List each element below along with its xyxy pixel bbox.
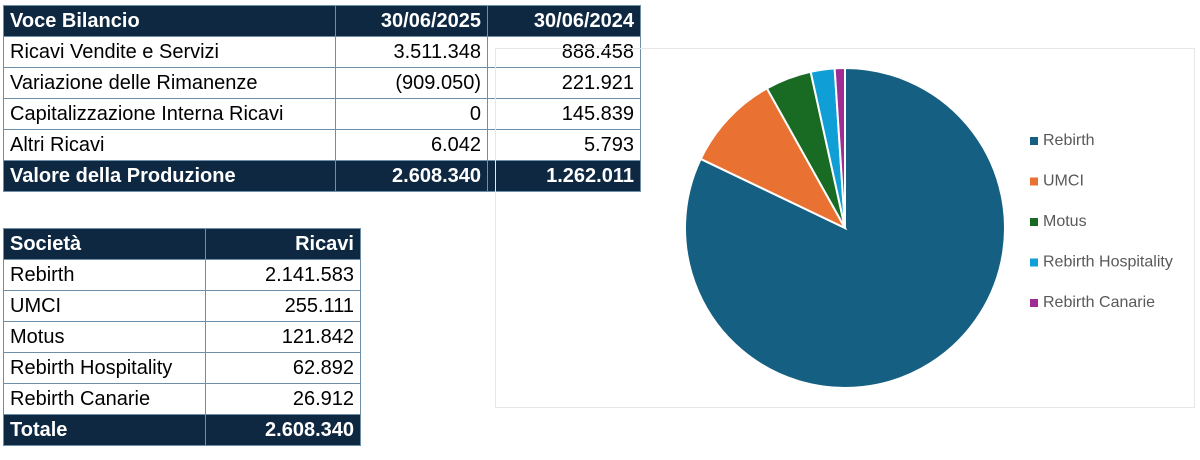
legend-swatch — [1030, 218, 1038, 226]
revenue-table: Società Ricavi Rebirth 2.141.583 UMCI 255.111… — [3, 228, 361, 446]
total-row: Totale 2.608.340 — [3, 414, 361, 446]
pie-slice — [699, 86, 848, 231]
legend-label: Rebirth Canarie — [1043, 294, 1155, 311]
cell: 1.262.011 — [487, 160, 641, 192]
total-row: Valore della Produzione 2.608.340 1.262.01… — [3, 160, 641, 192]
legend-label: Motus — [1043, 213, 1087, 230]
cell: Rebirth Hospitality — [3, 352, 206, 384]
cell: Altri Ricavi — [3, 129, 336, 161]
cell: Capitalizzazione Interna Ricavi — [3, 98, 336, 130]
cell: 888.458 — [487, 36, 641, 68]
cell: 2.608.340 — [205, 414, 361, 446]
legend-swatch — [1030, 258, 1038, 267]
legend-swatch — [1030, 177, 1038, 186]
data-row: Motus 121.842 — [3, 321, 361, 353]
legend-swatch — [1030, 299, 1038, 307]
data-row: Variazione delle Rimanenze (909.050) 221.9… — [3, 67, 641, 99]
cell: Totale — [3, 414, 206, 446]
cell: 2.141.583 — [205, 259, 361, 291]
cell: (909.050) — [335, 67, 488, 99]
legend-label: Rebirth — [1043, 132, 1095, 149]
header-row: Società Ricavi — [3, 228, 361, 260]
header-row: Voce Bilancio 30/06/2025 30/06/2024 — [3, 5, 641, 37]
cell: Ricavi — [205, 228, 361, 260]
cell: Motus — [3, 321, 206, 353]
cell: 221.921 — [487, 67, 641, 99]
cell: 3.511.348 — [335, 36, 488, 68]
cell: Ricavi Vendite e Servizi — [3, 36, 336, 68]
data-row: Altri Ricavi 6.042 5.793 — [3, 129, 641, 161]
cell: Società — [3, 228, 206, 260]
cell: 2.608.340 — [335, 160, 488, 192]
legend-swatch — [1030, 137, 1038, 145]
cell: Valore della Produzione — [3, 160, 336, 192]
pie-slice — [833, 66, 846, 229]
balance-table: Voce Bilancio 30/06/2025 30/06/2024 Ricavi … — [3, 5, 641, 192]
data-row: Ricavi Vendite e Servizi 3.511.348 888.458 — [3, 36, 641, 68]
cell: 0 — [335, 98, 488, 130]
cell: 5.793 — [487, 129, 641, 161]
chart-area — [495, 48, 1195, 408]
cell: 121.842 — [205, 321, 361, 353]
cell: UMCI — [3, 290, 206, 322]
cell: Voce Bilancio — [3, 5, 336, 37]
data-row: Rebirth Hospitality 62.892 — [3, 352, 361, 384]
legend-label: UMCI — [1043, 173, 1084, 190]
legend-label: Rebirth Hospitality — [1043, 254, 1173, 271]
